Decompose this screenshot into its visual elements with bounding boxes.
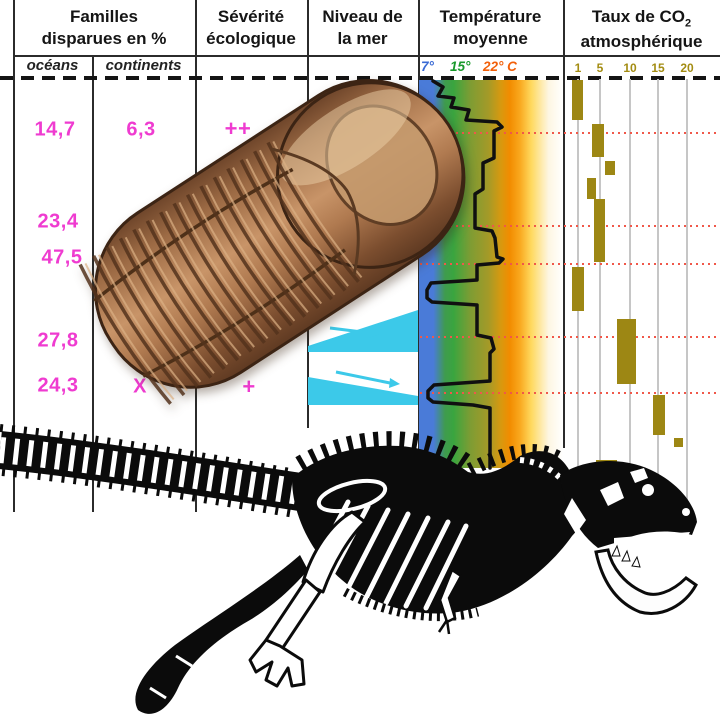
co2-bar — [587, 178, 596, 199]
co2-tick-label: 10 — [623, 61, 637, 75]
co2-bar — [617, 319, 636, 384]
co2-bar — [594, 199, 605, 262]
trex-upper-teeth — [614, 532, 690, 561]
families-title-line2: disparues en % — [41, 29, 167, 49]
co2-bar — [572, 267, 584, 311]
trex-far-leg — [135, 555, 308, 714]
temp-title-line2: moyenne — [453, 29, 528, 49]
families-title-line1: Familles — [69, 7, 139, 26]
severity-title-line1: Sévérité — [217, 7, 285, 26]
extinct-oceans-value: 27,8 — [37, 329, 79, 352]
column-border-temperature-co2 — [563, 0, 565, 448]
co2-tick-label: 15 — [651, 61, 665, 75]
severity-value: + — [242, 374, 256, 399]
co2-bar — [572, 80, 583, 120]
trex-body — [292, 445, 584, 614]
extinct-continents-value: X — [133, 375, 147, 398]
present-day-dashed-line — [0, 76, 720, 80]
co2-tick-label: 1 — [574, 61, 582, 75]
sea-title-line1: Niveau de — [322, 7, 403, 26]
trex-eye-socket — [642, 484, 654, 496]
column-border-left — [13, 0, 15, 512]
trilobite-segments — [78, 141, 363, 405]
co2-tick-label: 20 — [680, 61, 694, 75]
trex-lower-jaw — [594, 548, 698, 615]
column-border-oceans-continents — [92, 55, 94, 512]
trilobite-fossil-photo — [78, 79, 466, 405]
co2-title-line2: atmosphérique — [580, 31, 703, 51]
severity-title-line2: écologique — [206, 29, 296, 49]
extinct-oceans-value: 47,5 — [41, 246, 83, 269]
column-header-temperature: Température moyenne — [418, 6, 563, 50]
subheader-continents: continents — [105, 57, 182, 74]
extinct-oceans-value: 24,3 — [37, 374, 79, 397]
extinct-continents-value: 6,3 — [126, 118, 156, 141]
column-header-co2: Taux de CO2 atmosphérique — [563, 6, 720, 53]
co2-bar — [592, 124, 604, 157]
trex-skeleton-illustration — [0, 424, 698, 714]
column-header-families: Familles disparues en % — [13, 6, 195, 50]
temp-scale-label: 15° — [450, 59, 471, 74]
co2-tick-label: 5 — [596, 61, 604, 75]
column-header-severity: Sévérité écologique — [195, 6, 307, 50]
temp-scale-label: 7° — [421, 59, 434, 74]
trex-near-leg — [248, 510, 367, 688]
extinct-oceans-value: 14,7 — [34, 118, 76, 141]
trex-hip-bone — [316, 478, 388, 514]
trex-skull — [560, 461, 698, 615]
sea-title-line2: la mer — [337, 29, 388, 49]
co2-bar — [605, 161, 615, 175]
temp-scale-label: 22° C — [483, 59, 517, 74]
extinct-oceans-value: 23,4 — [37, 210, 79, 233]
severity-value: ++ — [224, 116, 252, 141]
co2-title-line1: Taux de CO2 — [591, 7, 692, 30]
subheader-oceans: océans — [26, 57, 79, 74]
trex-arm — [437, 568, 463, 635]
temp-title-line1: Température — [439, 7, 542, 26]
header-underline — [13, 55, 720, 57]
column-header-sea-level: Niveau de la mer — [307, 6, 418, 50]
